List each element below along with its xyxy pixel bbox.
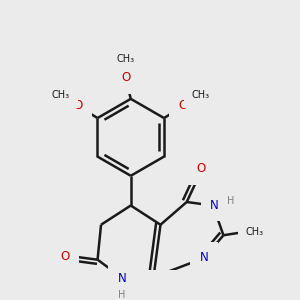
Text: H: H (227, 196, 234, 206)
Text: CH₃: CH₃ (192, 90, 210, 100)
Text: O: O (74, 99, 83, 112)
Text: CH₃: CH₃ (246, 227, 264, 237)
Text: O: O (121, 71, 130, 84)
Text: H: H (118, 290, 126, 300)
Text: N: N (200, 251, 208, 265)
Text: O: O (60, 250, 70, 263)
Text: O: O (196, 162, 205, 175)
Text: CH₃: CH₃ (52, 90, 70, 100)
Text: O: O (179, 99, 188, 112)
Text: N: N (210, 199, 219, 212)
Text: CH₃: CH₃ (116, 54, 135, 64)
Text: N: N (118, 272, 126, 285)
